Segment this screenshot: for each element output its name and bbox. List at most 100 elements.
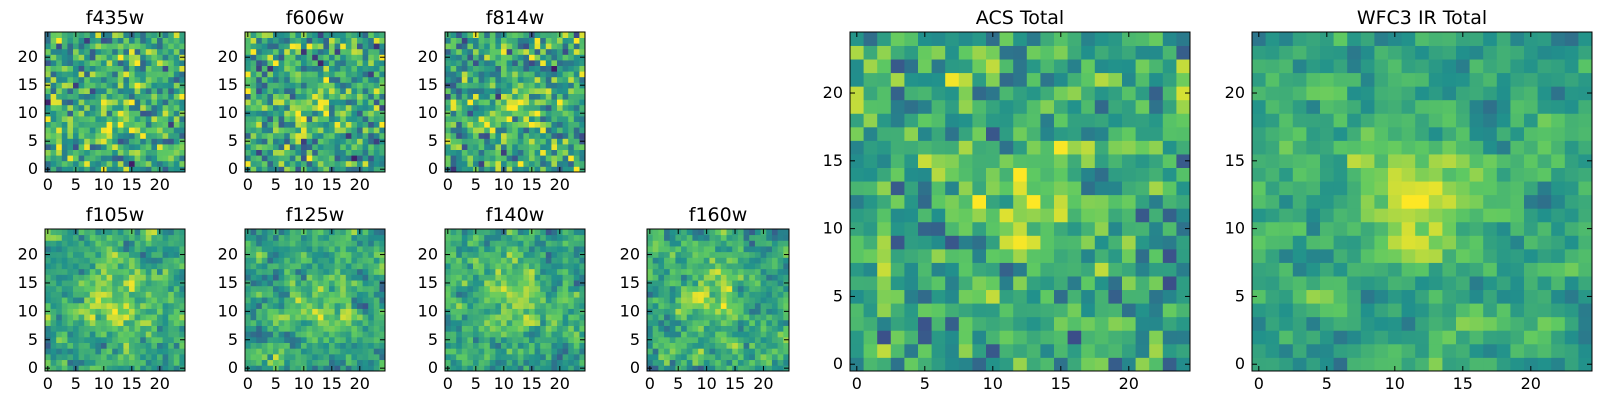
heatmap-cell xyxy=(101,116,107,122)
heatmap-cell xyxy=(278,297,285,304)
heatmap-cell xyxy=(771,234,779,241)
heatmap-cell xyxy=(317,149,324,156)
heatmap-cell xyxy=(273,246,279,253)
heatmap-cell xyxy=(323,257,330,264)
heatmap-cell xyxy=(261,138,268,145)
heatmap-cell xyxy=(168,246,175,253)
heatmap-cell xyxy=(106,166,113,173)
heatmap-cell xyxy=(517,291,524,298)
heatmap-cell xyxy=(461,99,468,106)
heatmap-cell xyxy=(329,359,335,366)
heatmap-cell xyxy=(461,116,468,122)
heatmap-cell xyxy=(129,48,135,55)
heatmap-cell xyxy=(273,342,279,349)
heatmap-cell xyxy=(345,144,352,150)
heatmap-cell xyxy=(1094,343,1109,358)
x-tick-label: 5 xyxy=(673,374,683,393)
heatmap-cell xyxy=(456,365,463,372)
heatmap-cell xyxy=(467,48,474,55)
heatmap-cell xyxy=(134,229,141,236)
heatmap-cell xyxy=(766,268,773,275)
heatmap-cell xyxy=(334,82,341,89)
heatmap-cell xyxy=(557,88,563,94)
heatmap-cell xyxy=(501,291,507,298)
heatmap-cell xyxy=(323,280,330,287)
heatmap-cell xyxy=(1135,167,1150,182)
heatmap-cell xyxy=(345,240,352,247)
heatmap-cell xyxy=(334,166,341,173)
heatmap-cell xyxy=(501,353,507,361)
heatmap-cell xyxy=(306,240,313,247)
heatmap-cell xyxy=(61,82,68,89)
heatmap-cell xyxy=(261,319,268,326)
heatmap-cell xyxy=(117,348,124,355)
heatmap-cell xyxy=(323,127,330,134)
heatmap-cell xyxy=(106,308,113,315)
heatmap-cell xyxy=(467,257,474,264)
heatmap-cell xyxy=(664,308,671,315)
heatmap-cell xyxy=(61,99,68,106)
heatmap-cell xyxy=(686,314,693,321)
heatmap-cell xyxy=(373,71,380,78)
heatmap-cell xyxy=(179,353,186,361)
heatmap-cell xyxy=(478,116,485,122)
heatmap-cell xyxy=(658,314,665,321)
heatmap-cell xyxy=(117,99,124,106)
heatmap-cell xyxy=(151,155,158,162)
heatmap-cell xyxy=(256,308,263,315)
heatmap-cell xyxy=(484,88,491,94)
heatmap-cell xyxy=(373,274,380,281)
heatmap-cell xyxy=(134,285,141,292)
heatmap-cell xyxy=(373,297,380,304)
heatmap-cell xyxy=(179,144,186,150)
heatmap-cell xyxy=(340,314,347,321)
heatmap-cell xyxy=(681,359,688,366)
heatmap-cell xyxy=(267,99,274,106)
heatmap-cell xyxy=(112,297,119,304)
heatmap-cell xyxy=(61,110,68,117)
heatmap-cell xyxy=(692,359,699,366)
heatmap-cell xyxy=(95,274,102,281)
heatmap-cell xyxy=(766,263,773,270)
heatmap-cell xyxy=(340,308,347,315)
heatmap-cell xyxy=(877,181,892,196)
heatmap-cell xyxy=(692,336,699,343)
heatmap-cell xyxy=(273,60,279,66)
heatmap-cell xyxy=(456,127,463,134)
heatmap-cell xyxy=(179,348,186,355)
heatmap-cell xyxy=(501,88,507,94)
heatmap-cell xyxy=(162,353,169,361)
heatmap-cell xyxy=(489,291,496,298)
heatmap-cell xyxy=(284,71,291,78)
heatmap-cell xyxy=(534,76,541,83)
heatmap-cell xyxy=(484,274,491,281)
heatmap-cell xyxy=(551,144,558,150)
heatmap-cell xyxy=(512,263,519,270)
heatmap-cell xyxy=(523,308,530,315)
heatmap-cell xyxy=(551,48,558,55)
heatmap-cell xyxy=(140,246,147,253)
heatmap-cell xyxy=(647,246,654,253)
heatmap-cell xyxy=(123,121,130,128)
heatmap-cell xyxy=(306,257,313,264)
heatmap-cell xyxy=(162,65,169,72)
heatmap-cell xyxy=(323,132,330,139)
heatmap-cell xyxy=(461,43,468,50)
heatmap-cell xyxy=(999,208,1014,223)
heatmap-cell xyxy=(557,60,563,66)
heatmap-cell xyxy=(986,208,1000,223)
heatmap-cell xyxy=(568,110,575,117)
heatmap-cell xyxy=(467,359,474,366)
heatmap-cell xyxy=(456,246,463,253)
heatmap-cell xyxy=(179,99,186,106)
heatmap-cell xyxy=(732,268,739,275)
heatmap-cell xyxy=(151,127,158,134)
heatmap-cell xyxy=(245,104,251,111)
heatmap-cell xyxy=(766,285,773,292)
heatmap-cell xyxy=(551,229,558,236)
heatmap-cell xyxy=(771,268,779,275)
heatmap-cell xyxy=(73,149,79,156)
heatmap-cell xyxy=(106,37,113,44)
heatmap-cell xyxy=(529,110,535,117)
heatmap-cell xyxy=(540,342,547,349)
